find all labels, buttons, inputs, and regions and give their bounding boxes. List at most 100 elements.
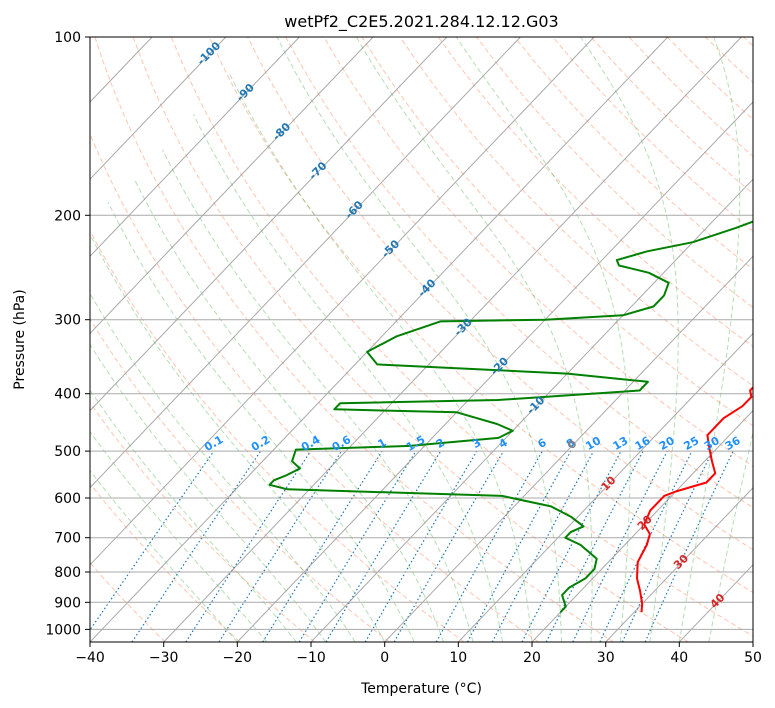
isotherm-line-16	[457, 332, 753, 642]
dry-adiabat-line-8	[132, 37, 689, 642]
y-tick-label-9: 1000	[45, 622, 81, 638]
dry-adiabat-line-2	[90, 482, 241, 642]
y-tick-label-3: 400	[54, 387, 81, 403]
x-axis-title: Temperature (°C)	[360, 681, 482, 697]
x-tick-label-3: −10	[296, 650, 326, 666]
mixing-ratio-label-15: 25	[682, 434, 702, 453]
mixing-ratio-label-9: 6	[535, 436, 548, 451]
isotherm-line-14	[310, 178, 753, 642]
isotherm-line-2	[0, 37, 5, 642]
dry-adiabat-line-14	[361, 37, 753, 427]
isotherm-line-5	[90, 37, 227, 180]
chart-title: wetPf2_C2E5.2021.284.12.12.G03	[284, 12, 558, 32]
y-tick-label-1: 200	[54, 208, 81, 224]
mixing-ratio-label-11: 10	[583, 434, 603, 453]
dry-adiabat-line-6	[90, 132, 540, 642]
x-tick-label-9: 50	[744, 650, 762, 666]
mixing-ratio-label-12: 13	[611, 434, 631, 453]
isotherm-line-9	[90, 37, 521, 489]
mixing-ratio-line-16	[621, 450, 713, 642]
mixing-ratio-label-4: 1	[375, 436, 388, 451]
moist-adiabat-line-10	[228, 72, 533, 642]
dry-adiabat-line-7	[94, 37, 614, 642]
mixing-ratio-line-9	[435, 450, 543, 642]
moist-adiabat-line-13	[455, 37, 631, 642]
isotherm-line-10	[90, 37, 595, 566]
moist-adiabat-line-1	[90, 430, 268, 642]
moist-adiabat-line-12	[355, 37, 593, 642]
y-tick-label-5: 600	[54, 491, 81, 507]
mixing-ratio-line-8	[393, 450, 505, 642]
x-tick-label-6: 20	[523, 650, 541, 666]
dry-adiabat-line-15	[399, 37, 753, 387]
x-tick-label-7: 30	[597, 650, 615, 666]
moist-adiabat-line-15	[678, 37, 741, 642]
isotherm-line-8	[90, 37, 448, 412]
moist-adiabat-line-5	[90, 233, 386, 642]
mixing-ratio-label-14: 20	[657, 434, 677, 453]
y-tick-label-8: 900	[54, 595, 81, 611]
moist-adiabat-line-2	[90, 389, 297, 642]
moist-adiabat-line-3	[90, 343, 327, 642]
dry-adiabat-line-17	[476, 37, 753, 309]
isotherm-label-11: 10	[599, 473, 619, 493]
dry-adiabat-line-16	[437, 37, 753, 348]
y-tick-label-6: 700	[54, 531, 81, 547]
x-tick-label-4: 0	[380, 650, 389, 666]
isotherm-line-12	[163, 37, 742, 642]
isotherm-line-20	[752, 641, 753, 642]
sounding-line-0	[636, 386, 753, 613]
isotherm-line-18	[605, 487, 753, 642]
isotherm-line-17	[531, 409, 753, 642]
mixing-ratio-line-17	[644, 450, 734, 642]
mixing-ratio-line-10	[466, 450, 572, 642]
plot-frame	[89, 36, 754, 643]
mixing-ratio-line-5	[298, 450, 417, 642]
mixing-ratio-label-8: 4	[497, 436, 510, 451]
mixing-ratio-label-7: 3	[470, 436, 483, 451]
mixing-ratio-line-13	[545, 450, 644, 642]
moist-adiabat-line-0	[90, 469, 238, 642]
moist-adiabat-line-14	[580, 37, 679, 642]
mixing-ratio-label-16: 30	[702, 434, 722, 453]
moist-adiabat-line-16	[708, 430, 753, 642]
moist-adiabat-line-4	[90, 292, 356, 642]
x-tick-label-1: −30	[149, 650, 179, 666]
moist-adiabat-line-11	[276, 37, 562, 642]
grid-lines	[0, 37, 753, 642]
isotherm-line-11	[90, 37, 669, 642]
x-tick-label-0: −40	[75, 650, 105, 666]
mixing-ratio-line-0	[90, 450, 215, 632]
y-tick-label-4: 500	[54, 444, 81, 460]
x-tick-label-5: 10	[449, 650, 467, 666]
dry-adiabat-line-11	[247, 37, 753, 551]
dry-adiabat-line-19	[552, 37, 753, 232]
dry-adiabat-line-4	[90, 318, 390, 642]
y-tick-label-2: 300	[54, 313, 81, 329]
background-lines	[90, 37, 753, 642]
sounding-line-1	[268, 220, 753, 613]
mixing-ratio-line-7	[364, 450, 478, 642]
y-axis-title: Pressure (hPa)	[12, 289, 28, 389]
data-series	[268, 220, 753, 613]
x-tick-label-2: −20	[223, 650, 253, 666]
isotherm-label-13: 30	[671, 552, 691, 572]
mixing-ratio-line-6	[325, 450, 442, 642]
mixing-ratio-label-17: 36	[723, 434, 743, 453]
dry-adiabat-line-24	[743, 37, 753, 47]
mixing-ratio-line-14	[572, 450, 668, 642]
mixing-ratio-line-1	[131, 450, 262, 642]
isotherm-line-13	[236, 101, 753, 642]
mixing-ratio-line-2	[185, 450, 312, 642]
axes: −40 −30 −20 −10 0 10 20 30 40 50 100 200 300 400 500 60…	[45, 30, 762, 666]
dry-adiabat-line-1	[90, 562, 166, 642]
isotherm-line-7	[90, 37, 374, 335]
moist-adiabat-line-6	[107, 201, 415, 642]
dry-adiabat-line-18	[514, 37, 753, 270]
mixing-ratio-line-3	[218, 450, 343, 642]
isotherm-line-6	[90, 37, 300, 258]
dry-adiabat-line-10	[208, 37, 753, 594]
dry-adiabat-line-9	[170, 37, 753, 637]
